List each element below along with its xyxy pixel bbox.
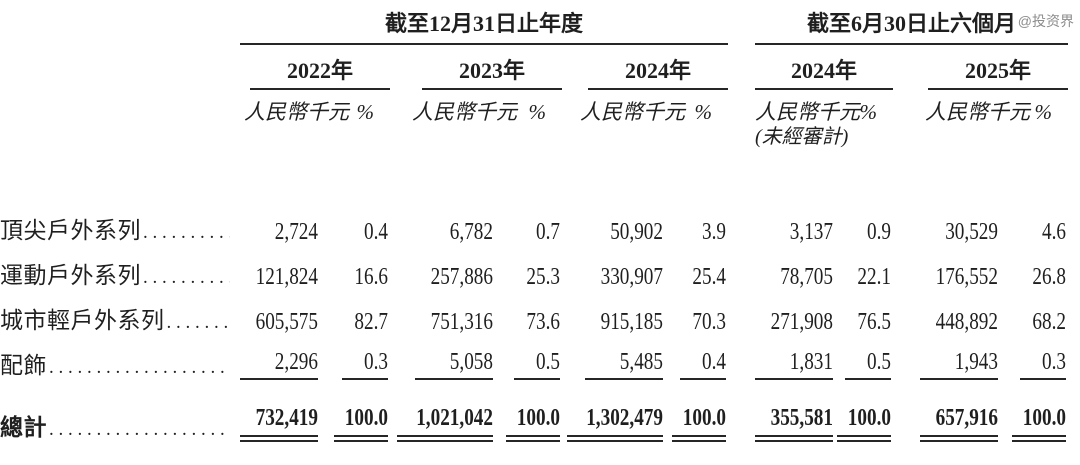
year-header-2024-interim: 2024年: [755, 44, 894, 90]
total-percent-cell: 100.0: [665, 380, 728, 442]
amount-subheader: 人民幣千元: [580, 100, 685, 124]
percent-cell: 22.1: [857, 264, 892, 290]
total-amount-cell: 732,419: [240, 380, 320, 442]
amount-subheader-unaudited: 人民幣千元 (未經審計): [755, 100, 861, 148]
amount-cell: 5,058: [390, 335, 495, 380]
percent-cell: 0.3: [1000, 335, 1068, 380]
table-row-sport-outdoor: 運動戶外系列 121,824 16.6 257,886 25.3 330,907…: [0, 245, 1068, 290]
amount-cell: 1,943: [893, 335, 1000, 380]
total-percent-cell: 100.0: [495, 380, 562, 442]
year-header-2024: 2024年: [562, 44, 729, 90]
total-row-label: 總計: [0, 415, 47, 440]
total-percent-cell: 100.0: [320, 380, 390, 442]
amount-cell: 6,782: [449, 219, 493, 245]
row-label: 運動戶外系列: [0, 263, 141, 288]
percent-cell: 25.4: [692, 264, 727, 290]
amount-cell: 176,552: [935, 264, 999, 290]
percent-cell: 82.7: [354, 309, 388, 335]
percent-cell: 68.2: [1032, 309, 1067, 335]
percent-subheader: %: [859, 100, 878, 124]
total-percent-cell: 100.0: [833, 380, 893, 442]
revenue-breakdown-table: 截至12月31日止年度 截至6月30日止六個月 2022年 2023年 2024…: [0, 2, 1069, 442]
percent-cell: 0.3: [320, 335, 390, 380]
total-percent-cell: 100.0: [1000, 380, 1068, 442]
total-amount-cell: 1,302,479: [562, 380, 665, 442]
dot-leader: [167, 312, 231, 334]
dot-leader: [49, 357, 230, 379]
percent-cell: 16.6: [354, 264, 388, 290]
total-amount-cell: 657,916: [893, 380, 1000, 442]
amount-cell: 78,705: [780, 264, 834, 290]
subheader-row: 人民幣千元 % 人民幣千元 % 人民幣千元 % 人民幣千元 (未經審計) % 人…: [0, 90, 1068, 150]
row-label: 城市輕戶外系列: [0, 308, 165, 333]
percent-cell: 4.6: [1042, 219, 1067, 245]
percent-cell: 26.8: [1032, 264, 1067, 290]
percent-cell: 0.9: [867, 219, 892, 245]
unaudited-note: (未經審計): [755, 126, 849, 148]
amount-cell: 1,831: [755, 335, 834, 380]
amount-cell: 257,886: [430, 264, 493, 290]
row-label: 配飾: [0, 353, 47, 378]
percent-cell: 0.4: [665, 335, 728, 380]
amount-subheader: 人民幣千元: [244, 100, 349, 124]
year-header-2025-interim: 2025年: [893, 44, 1069, 90]
amount-cell: 330,907: [600, 264, 663, 290]
amount-subheader: 人民幣千元: [925, 100, 1031, 124]
dot-leader: [49, 419, 230, 441]
table-row-accessories: 配飾 2,296 0.3 5,058 0.5 5,485 0.4 1,831 0…: [0, 335, 1068, 380]
percent-subheader: %: [356, 100, 375, 124]
period-group-row: 截至12月31日止年度 截至6月30日止六個月: [0, 2, 1069, 45]
amount-cell: 605,575: [255, 309, 318, 335]
amount-cell: 2,296: [240, 335, 320, 380]
amount-cell: 915,185: [600, 309, 663, 335]
amount-cell: 3,137: [789, 219, 834, 245]
period-annual-header: 截至12月31日止年度: [240, 2, 729, 45]
total-amount-cell: 1,021,042: [390, 380, 495, 442]
amount-cell: 751,316: [430, 309, 493, 335]
amount-cell: 30,529: [945, 219, 999, 245]
amount-subheader: 人民幣千元: [412, 100, 517, 124]
dot-leader: [143, 267, 230, 289]
percent-cell: 73.6: [526, 309, 560, 335]
year-header-2022: 2022年: [240, 44, 390, 90]
amount-cell: 271,908: [770, 309, 834, 335]
group-gap: [728, 2, 755, 44]
header-body-gap: [0, 150, 1068, 200]
table-row-total: 總計 732,419 100.0 1,021,042 100.0 1,302,4…: [0, 380, 1068, 442]
period-interim-header: 截至6月30日止六個月: [755, 2, 1069, 45]
amount-cell: 5,485: [562, 335, 665, 380]
year-header-2023: 2023年: [390, 44, 562, 90]
watermark: @投资界: [1017, 13, 1074, 29]
percent-cell: 70.3: [692, 309, 727, 335]
table-row-top-outdoor: 頂尖戶外系列 2,724 0.4 6,782 0.7 50,902 3.9 3,…: [0, 200, 1068, 245]
amount-cell: 121,824: [255, 264, 318, 290]
percent-cell: 0.7: [536, 219, 560, 245]
total-amount-cell: 355,581: [755, 380, 834, 442]
percent-subheader: %: [1034, 100, 1053, 124]
label-column-spacer: [0, 2, 240, 44]
percent-cell: 0.5: [833, 335, 893, 380]
amount-cell: 448,892: [935, 309, 999, 335]
dot-leader: [143, 222, 230, 244]
percent-cell: 0.5: [495, 335, 562, 380]
percent-cell: 76.5: [857, 309, 892, 335]
amount-cell: 50,902: [610, 219, 663, 245]
percent-cell: 25.3: [526, 264, 560, 290]
percent-cell: 0.4: [364, 219, 388, 245]
year-header-row: 2022年 2023年 2024年 2024年 2025年: [0, 44, 1069, 90]
percent-subheader: %: [528, 100, 547, 124]
amount-cell: 2,724: [274, 219, 318, 245]
row-label: 頂尖戶外系列: [0, 218, 141, 243]
percent-cell: 3.9: [702, 219, 727, 245]
percent-subheader: %: [694, 100, 713, 124]
table-row-urban-light-outdoor: 城市輕戶外系列 605,575 82.7 751,316 73.6 915,18…: [0, 290, 1068, 335]
